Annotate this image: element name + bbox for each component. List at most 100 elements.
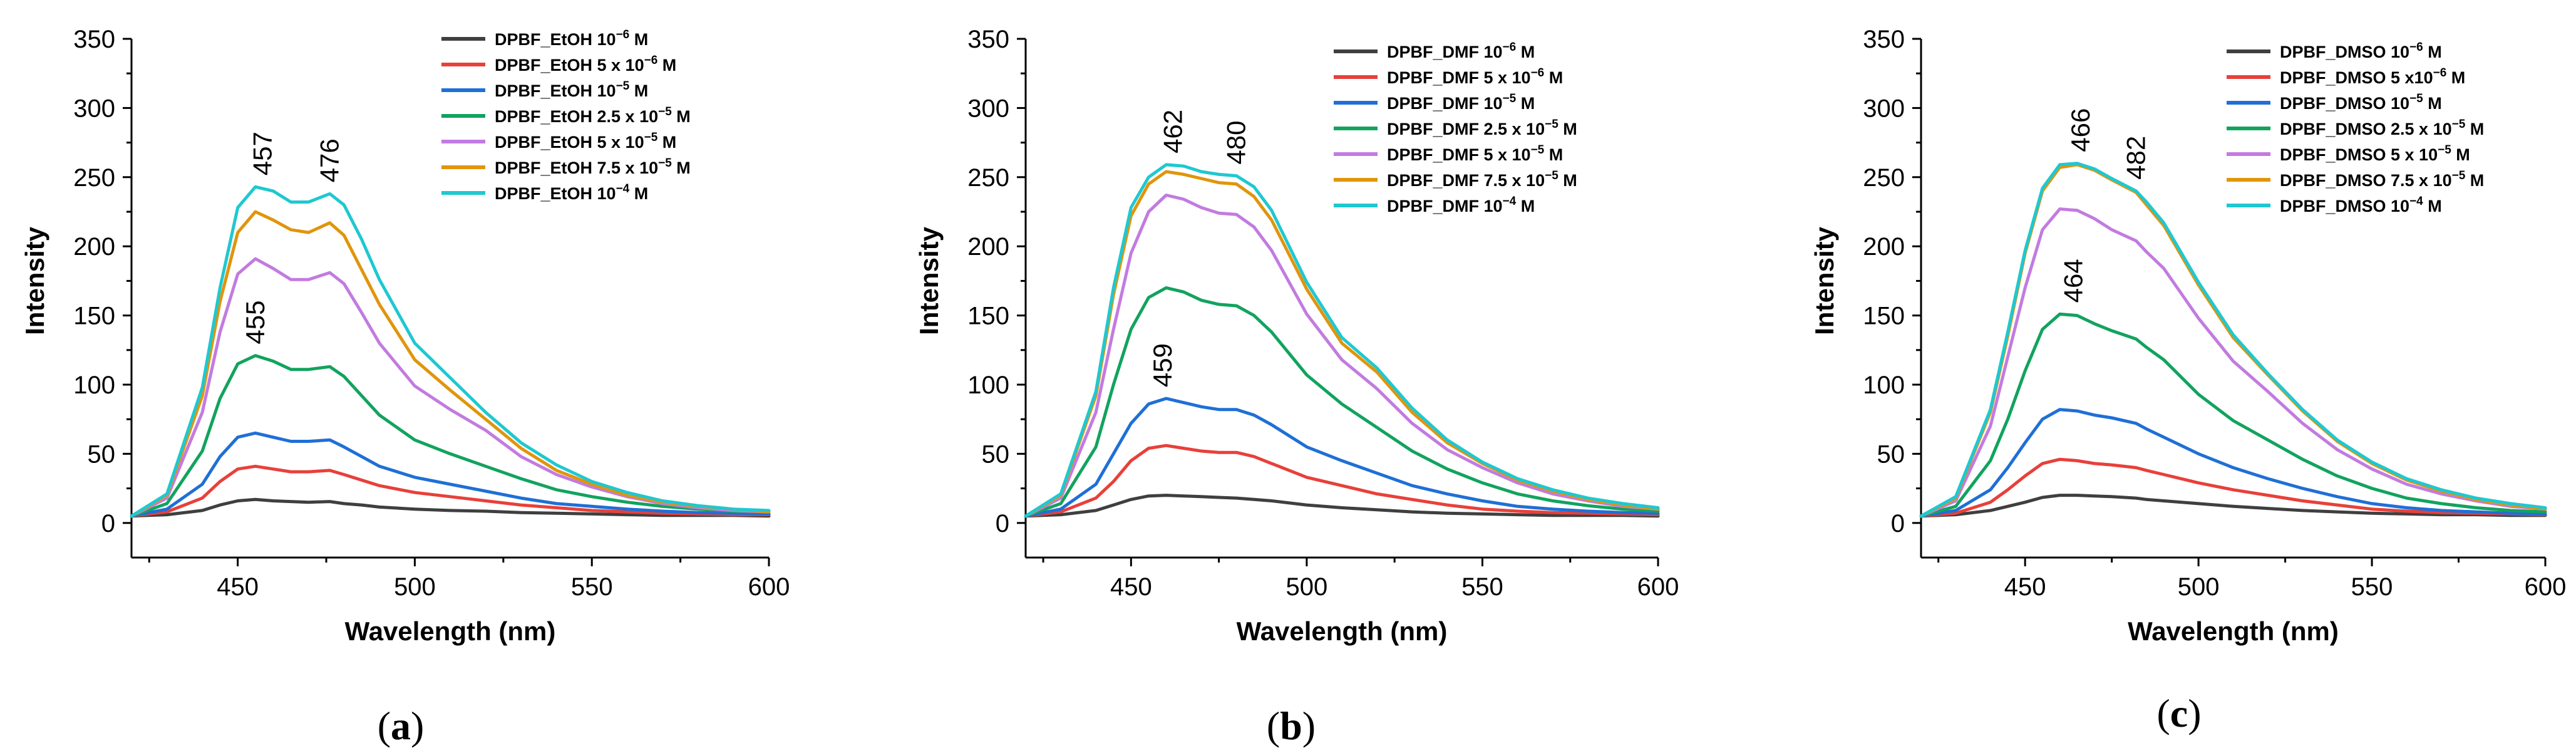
y-tick-label: 350: [967, 26, 1009, 53]
series-line-4: [1919, 312, 2547, 518]
peak-label: 459: [1148, 343, 1177, 387]
peak-label: 462: [1158, 110, 1188, 153]
x-tick-label: 550: [1461, 573, 1503, 601]
x-tick-label: 500: [394, 573, 436, 601]
legend-entry-2: DPBF_EtOH 5 x 10−6 M: [495, 54, 676, 75]
legend-entry-3: DPBF_DMSO 10−5 M: [2280, 92, 2442, 113]
series-line-6: [1919, 163, 2547, 518]
y-tick-label: 250: [967, 164, 1009, 192]
y-tick-label: 200: [1863, 233, 1905, 261]
y-tick-label: 300: [73, 95, 115, 122]
series-line-3: [1919, 408, 2547, 518]
y-tick-label: 250: [73, 164, 115, 192]
legend-entry-3: DPBF_EtOH 10−5 M: [495, 80, 648, 100]
legend: DPBF_DMF 10−6 M DPBF_DMF 5 x 10−6 M DPBF_D…: [1334, 41, 1577, 216]
series-line-6: [130, 210, 771, 518]
legend-entry-4: DPBF_DMSO 2.5 x 10−5 M: [2280, 118, 2484, 138]
y-tick-label: 0: [101, 510, 115, 537]
legend-entry-1: DPBF_EtOH 10−6 M: [495, 28, 648, 49]
y-tick-label: 50: [1877, 440, 1905, 468]
legend-entry-7: DPBF_DMF 10−4 M: [1387, 195, 1535, 216]
legend-entry-2: DPBF_DMF 5 x 10−6 M: [1387, 66, 1563, 87]
y-tick-label: 150: [967, 303, 1009, 330]
legend-entry-5: DPBF_DMSO 5 x 10−5 M: [2280, 143, 2470, 164]
x-tick-label: 600: [1637, 573, 1679, 601]
peak-label: 476: [315, 138, 344, 182]
legend-entry-7: DPBF_EtOH 10−4 M: [495, 182, 648, 203]
legend-entry-4: DPBF_DMF 2.5 x 10−5 M: [1387, 118, 1577, 138]
chart-panel-b: 0 50 100 150 200 250 300 350 450 500 550 600 Wavelen…: [914, 26, 1679, 748]
y-tick-label: 100: [967, 371, 1009, 399]
series-line-1: [130, 497, 771, 518]
legend-entry-5: DPBF_EtOH 5 x 10−5 M: [495, 131, 676, 152]
peak-label: 457: [247, 132, 277, 175]
x-tick-label: 500: [2178, 573, 2220, 601]
y-tick-label: 0: [996, 510, 1009, 537]
x-tick-label: 600: [2525, 573, 2567, 601]
legend-entry-6: DPBF_DMSO 7.5 x 10−5 M: [2280, 169, 2484, 190]
y-axis-title: Intensity: [914, 226, 944, 335]
x-tick-label: 450: [1110, 573, 1152, 601]
x-tick-label: 500: [1286, 573, 1328, 601]
x-axis-title: Wavelength (nm): [2128, 616, 2339, 646]
legend-entry-6: DPBF_EtOH 7.5 x 10−5 M: [495, 157, 691, 177]
series-line-5: [1919, 207, 2547, 518]
peak-label: 455: [240, 301, 270, 345]
series-line-4: [130, 354, 771, 518]
x-tick-label: 450: [2004, 573, 2046, 601]
y-tick-label: 150: [1863, 303, 1905, 330]
legend-entry-1: DPBF_DMSO 10−6 M: [2280, 41, 2442, 61]
y-tick-label: 300: [1863, 95, 1905, 122]
series-line-2: [1024, 444, 1660, 518]
panel-caption: (c): [2156, 691, 2201, 735]
y-tick-label: 200: [967, 233, 1009, 261]
legend-entry-3: DPBF_DMF 10−5 M: [1387, 92, 1535, 113]
peak-label: 466: [2066, 108, 2095, 152]
series-line-4: [1024, 286, 1660, 518]
y-tick-label: 200: [73, 233, 115, 261]
chart-panel-a: 0 50 100 150 200 250 300 350 450 500 550 600 Wavelen…: [20, 26, 790, 748]
y-axis-title: Intensity: [1810, 226, 1839, 335]
y-axis-title: Intensity: [20, 226, 49, 335]
peak-label: 480: [1222, 121, 1251, 165]
y-tick-label: 50: [982, 440, 1010, 468]
panel-caption: (b): [1267, 704, 1316, 748]
y-tick-label: 100: [73, 371, 115, 399]
y-tick-label: 300: [967, 95, 1009, 122]
y-tick-label: 350: [73, 26, 115, 53]
x-tick-label: 550: [2351, 573, 2393, 601]
legend-entry-2: DPBF_DMSO 5 x10−6 M: [2280, 66, 2465, 87]
series-line-3: [130, 431, 771, 518]
x-tick-label: 550: [571, 573, 613, 601]
legend-entry-7: DPBF_DMSO 10−4 M: [2280, 195, 2442, 216]
y-tick-label: 150: [73, 303, 115, 330]
series-line-3: [1024, 397, 1660, 518]
legend-entry-4: DPBF_EtOH 2.5 x 10−5 M: [495, 105, 691, 126]
peak-label: 464: [2059, 259, 2088, 303]
chart-panel-c: 0 50 100 150 200 250 300 350 450 500 550 600 Wavelen…: [1810, 26, 2566, 735]
y-tick-label: 350: [1863, 26, 1905, 53]
series-line-5: [1024, 194, 1660, 518]
x-axis-title: Wavelength (nm): [345, 616, 556, 646]
panel-caption: (a): [378, 704, 425, 748]
x-tick-label: 450: [217, 573, 259, 601]
series-line-2: [1919, 457, 2547, 518]
y-tick-label: 100: [1863, 371, 1905, 399]
legend: DPBF_EtOH 10−6 M DPBF_EtOH 5 x 10−6 M DPBF…: [441, 28, 691, 203]
series-line-1: [1024, 494, 1660, 518]
series-line-7: [130, 185, 771, 518]
series-line-7: [1024, 163, 1660, 518]
x-tick-label: 600: [748, 573, 790, 601]
y-tick-label: 250: [1863, 164, 1905, 192]
series-line-6: [1024, 170, 1660, 518]
legend-entry-6: DPBF_DMF 7.5 x 10−5 M: [1387, 169, 1577, 190]
peak-label: 482: [2121, 136, 2150, 180]
series-line-1: [1919, 494, 2547, 518]
y-tick-label: 50: [88, 440, 116, 468]
series-line-2: [130, 464, 771, 518]
series-line-7: [1919, 162, 2547, 518]
x-axis-title: Wavelength (nm): [1237, 616, 1448, 646]
y-tick-label: 0: [1891, 510, 1905, 537]
legend: DPBF_DMSO 10−6 M DPBF_DMSO 5 x10−6 M DPBF_…: [2227, 41, 2484, 216]
